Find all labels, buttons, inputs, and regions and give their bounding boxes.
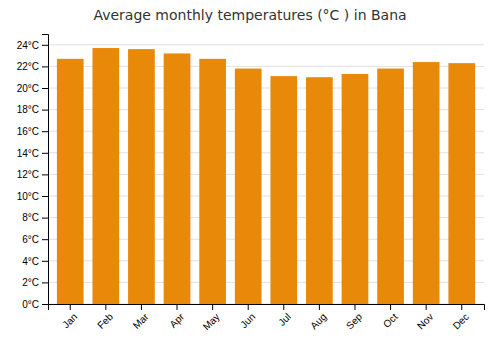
y-tick-label: 2°C [22, 277, 39, 288]
x-tick: Jul [276, 304, 293, 328]
x-tick-label: Dec [451, 311, 471, 331]
y-axis: 0°C 2°C 4°C 6°C 8°C 10°C 12°C 14°C 16°C 18°C 20°C 2… [17, 35, 49, 310]
y-tick: 0°C [22, 299, 48, 310]
plot: 0°C 2°C 4°C 6°C 8°C 10°C 12°C 14°C 16°C 18°C 20°C 2… [17, 35, 485, 333]
y-tick-mark [42, 196, 48, 197]
x-tick: Jan [60, 304, 79, 330]
y-tick-label: 20°C [17, 83, 39, 94]
bar [377, 69, 404, 304]
x-tick-mark [70, 304, 71, 310]
y-tick-mark [42, 153, 48, 154]
x-tick: Feb [95, 304, 115, 331]
x-tick-mark [141, 304, 142, 310]
y-tick-label: 14°C [17, 148, 39, 159]
x-tick-label: Mar [131, 311, 151, 331]
x-axis: Jan Feb Mar Apr May Jun Jul Aug Sep Oct Nov Dec [49, 304, 485, 332]
x-tick-mark [248, 304, 249, 310]
x-tick: Aug [308, 304, 328, 331]
y-tick: 20°C [17, 83, 48, 94]
x-tick-label: Apr [167, 311, 186, 330]
x-tick-mark [283, 304, 284, 310]
y-tick-label: 10°C [17, 191, 39, 202]
y-axis-line [42, 35, 49, 305]
y-tick: 2°C [22, 277, 48, 288]
y-tick: 6°C [22, 234, 48, 245]
x-tick-label: Jul [276, 311, 293, 328]
grid-line [48, 44, 484, 45]
bar [448, 63, 475, 304]
bar [235, 69, 262, 304]
x-tick-mark [461, 304, 462, 310]
y-tick: 10°C [17, 191, 48, 202]
y-tick-label: 4°C [22, 256, 39, 267]
x-tick-label: Aug [308, 311, 328, 331]
y-tick-mark [42, 131, 48, 132]
x-tick: Apr [167, 304, 186, 330]
x-tick-mark [212, 304, 213, 310]
y-tick-label: 24°C [17, 40, 39, 51]
bar [306, 77, 333, 304]
y-tick-mark [42, 45, 48, 46]
x-tick-label: Oct [381, 311, 400, 330]
y-tick: 18°C [17, 104, 48, 115]
y-tick: 22°C [17, 61, 48, 72]
y-tick-label: 22°C [17, 61, 39, 72]
x-tick-label: Jan [60, 311, 79, 330]
x-tick: Dec [451, 304, 471, 331]
y-tick-mark [42, 304, 48, 305]
x-tick-label: Nov [415, 311, 435, 331]
bar [128, 49, 155, 304]
y-tick-label: 16°C [17, 126, 39, 137]
y-tick-mark [42, 218, 48, 219]
y-tick-label: 0°C [22, 299, 39, 310]
bar [164, 53, 191, 304]
x-tick: Jun [238, 304, 257, 330]
y-tick-label: 18°C [17, 104, 39, 115]
bar [57, 59, 84, 304]
y-tick-label: 12°C [17, 169, 39, 180]
x-tick-mark [426, 304, 427, 310]
y-tick: 14°C [17, 148, 48, 159]
y-tick-label: 8°C [22, 212, 39, 223]
y-tick: 12°C [17, 169, 48, 180]
bar [199, 59, 226, 304]
x-tick-label: May [201, 311, 222, 332]
y-tick: 16°C [17, 126, 48, 137]
x-tick: Nov [415, 304, 435, 331]
grid [48, 45, 484, 304]
y-tick-mark [42, 239, 48, 240]
y-tick-mark [42, 88, 48, 89]
chart: Average monthly temperatures (°C ) in Ba… [0, 0, 500, 350]
x-tick: Sep [344, 304, 365, 331]
x-tick: May [201, 304, 222, 332]
bar [342, 74, 369, 304]
x-axis-line [49, 305, 485, 311]
x-tick: Mar [131, 304, 151, 331]
x-tick-mark [354, 304, 355, 310]
y-tick-mark [42, 174, 48, 175]
y-tick: 4°C [22, 256, 48, 267]
y-tick-mark [42, 66, 48, 67]
y-tick: 24°C [17, 40, 48, 51]
x-tick-label: Sep [344, 311, 365, 332]
bars [57, 48, 475, 304]
x-tick-mark [177, 304, 178, 310]
y-tick-label: 6°C [22, 234, 39, 245]
y-tick-mark [42, 282, 48, 283]
x-tick-mark [319, 304, 320, 310]
y-tick-mark [42, 261, 48, 262]
x-tick-label: Jun [238, 311, 257, 330]
title: Average monthly temperatures (°C ) in Ba… [93, 7, 406, 23]
x-tick-mark [105, 304, 106, 310]
y-tick: 8°C [22, 212, 48, 223]
y-tick-mark [42, 110, 48, 111]
x-tick-label: Feb [95, 311, 115, 331]
bar [270, 76, 297, 304]
bar [413, 62, 440, 304]
bar [92, 48, 119, 304]
x-tick: Oct [381, 304, 400, 330]
x-tick-mark [390, 304, 391, 310]
